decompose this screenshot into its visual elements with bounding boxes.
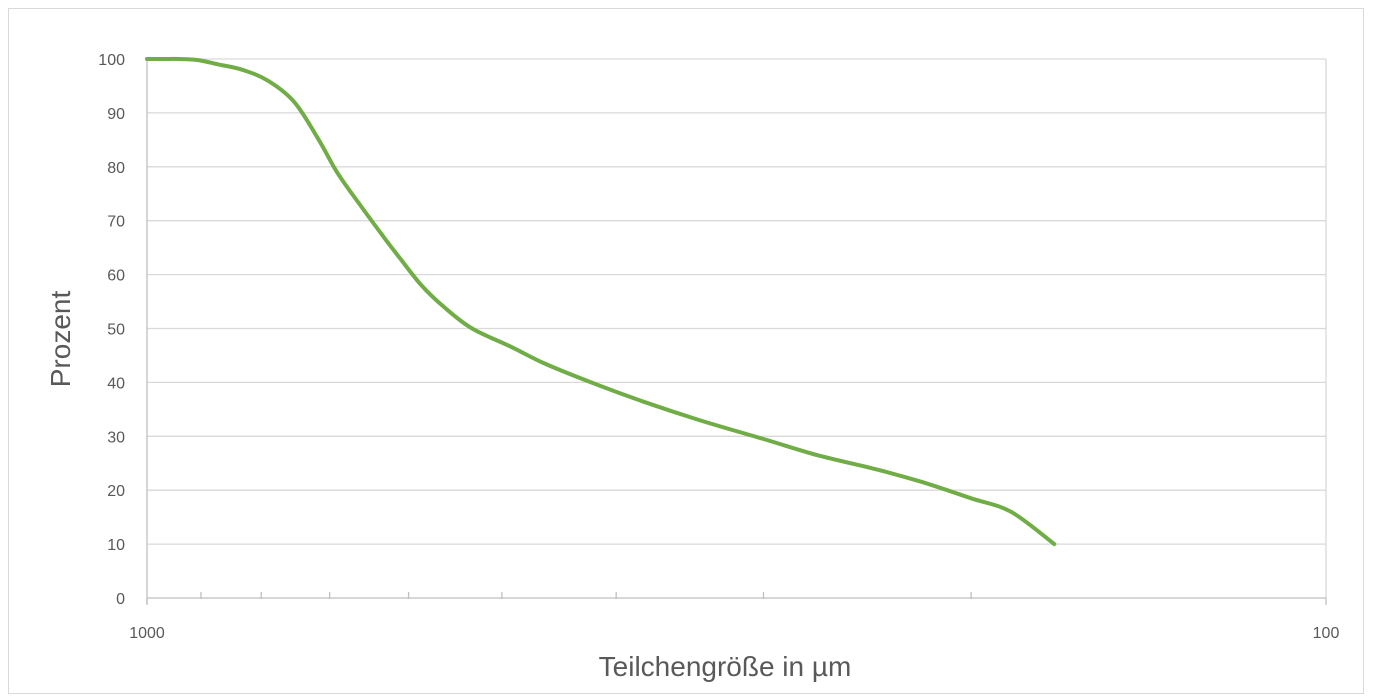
gridlines [147, 58, 1327, 598]
y-tick-label: 90 [107, 106, 125, 123]
tick-labels: 0 10 20 30 40 50 60 70 80 90 100 1000 100 [98, 52, 1339, 642]
y-tick-label: 50 [107, 322, 125, 339]
x-tick-label: 100 [1313, 625, 1340, 642]
y-tick-label: 70 [107, 214, 125, 231]
y-tick-label: 10 [107, 537, 125, 554]
y-tick-label: 100 [98, 52, 125, 69]
chart-frame [8, 8, 1364, 694]
x-tick-label: 1000 [129, 625, 165, 642]
y-tick-label: 30 [107, 429, 125, 446]
y-tick-label: 80 [107, 160, 125, 177]
series-layer [145, 56, 1057, 547]
y-tick-label: 60 [107, 268, 125, 285]
y-tick-label: 0 [116, 591, 125, 608]
axes [146, 59, 1327, 605]
y-tick-label: 20 [107, 483, 125, 500]
series-line [145, 56, 1057, 547]
y-axis-title: Prozent [45, 291, 76, 388]
x-axis-title: Teilchengröße in µm [599, 651, 852, 682]
y-tick-label: 40 [107, 375, 125, 392]
